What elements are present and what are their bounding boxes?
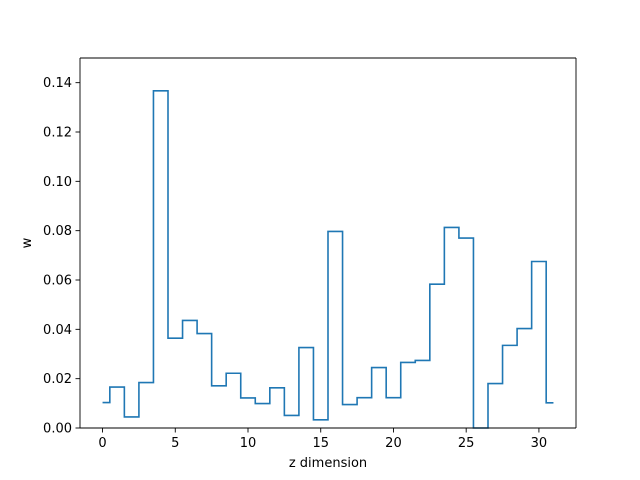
x-axis-label: z dimension: [289, 456, 367, 471]
x-tick-label: 5: [171, 436, 179, 451]
x-tick-label: 30: [531, 436, 548, 451]
axes-layer: [79, 57, 577, 429]
y-axis-label: w: [20, 237, 35, 248]
x-tick-label: 0: [98, 436, 106, 451]
y-tick-label: 0.00: [43, 422, 72, 437]
x-tick-label: 20: [385, 436, 402, 451]
x-tick-label: 10: [240, 436, 257, 451]
y-tick-label: 0.04: [43, 323, 72, 338]
y-tick-label: 0.10: [43, 175, 72, 190]
y-tick-label: 0.02: [43, 372, 72, 387]
y-tick-label: 0.06: [43, 274, 72, 289]
x-tick-label: 15: [312, 436, 329, 451]
ticks-layer: 0 5 10 15 20 25 30 0.00 0.02 0.04 0.06 0.08 0.10 0.12…: [43, 76, 547, 451]
y-tick-label: 0.08: [43, 224, 72, 239]
x-tick-label: 25: [458, 436, 475, 451]
y-tick-label: 0.14: [43, 76, 72, 91]
y-tick-label: 0.12: [43, 126, 72, 141]
